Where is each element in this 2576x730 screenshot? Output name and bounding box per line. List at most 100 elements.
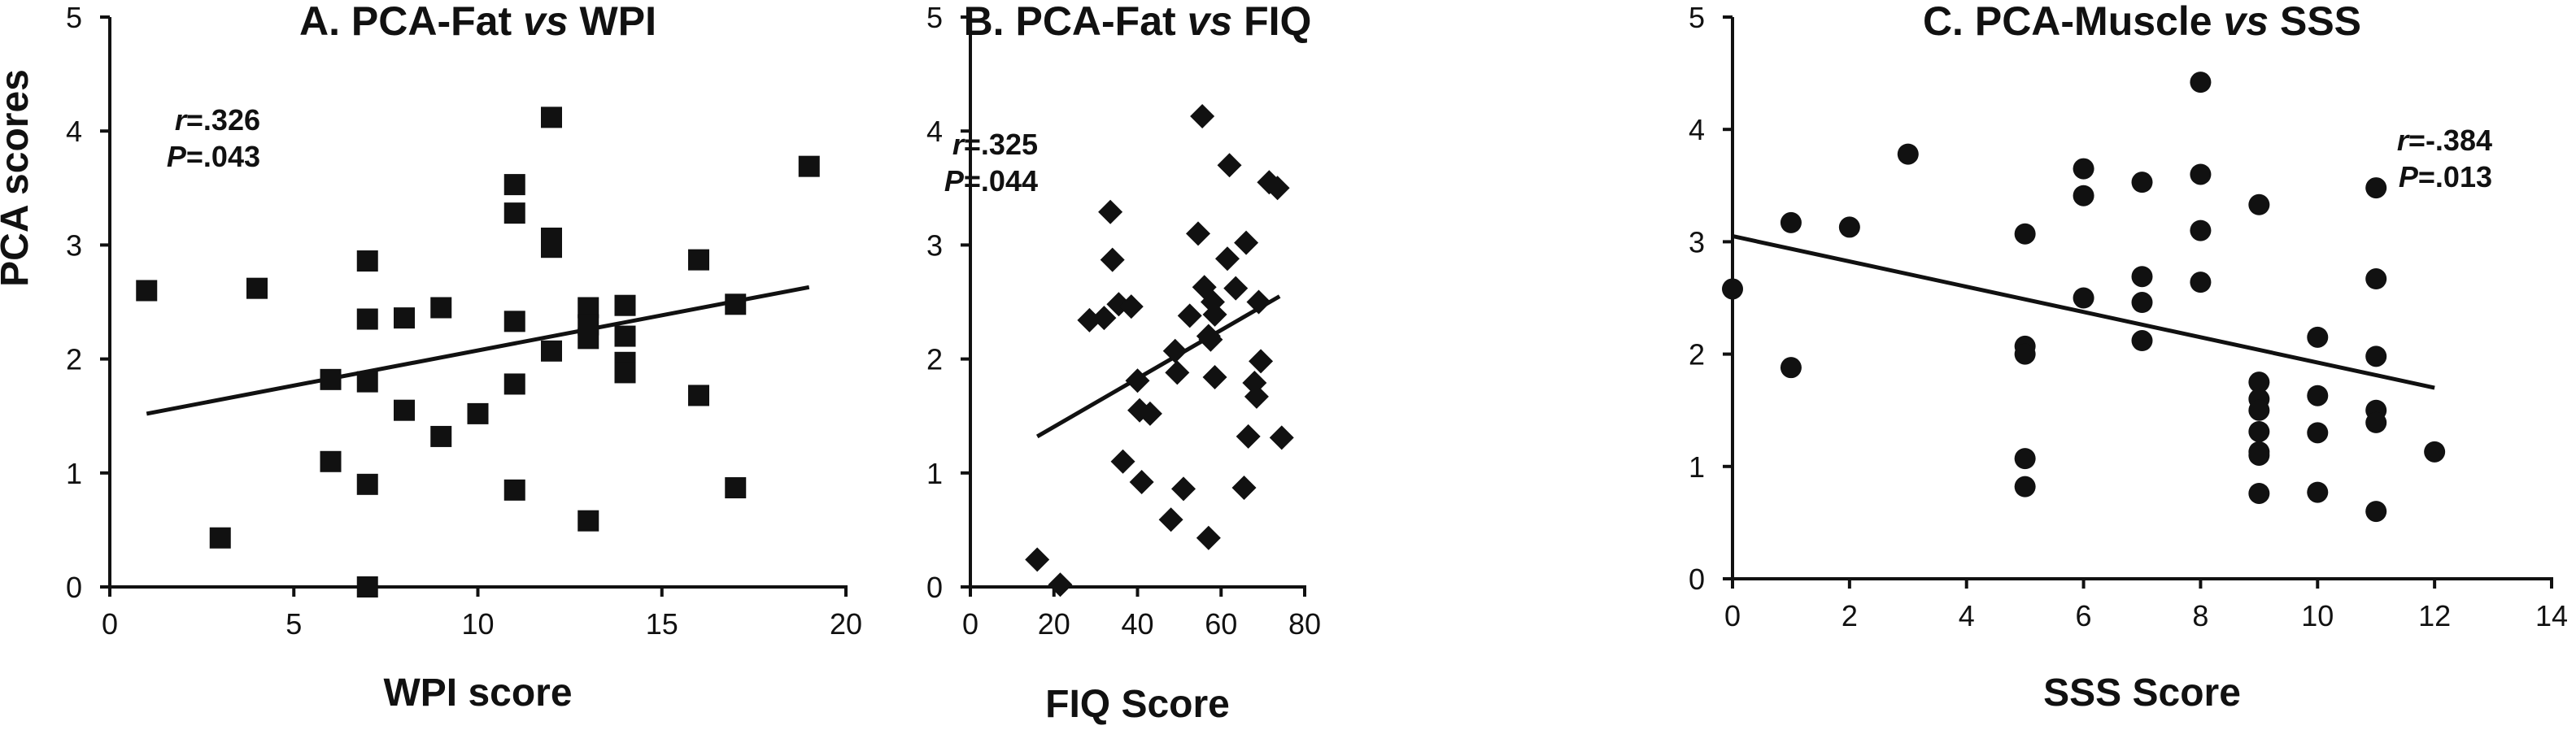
data-point [614,362,636,384]
data-point [1171,476,1196,502]
data-point [1202,302,1227,327]
data-point [2307,326,2329,348]
data-point [209,527,231,549]
p-label: P [2399,160,2419,193]
data-point [1246,289,1271,315]
data-point [1780,211,1802,233]
data-point [1217,153,1242,178]
chart-title-part: vs [523,0,569,44]
data-point [1110,449,1135,474]
data-point [798,155,820,177]
data-point [1162,338,1188,363]
data-point [1214,246,1240,272]
data-point [246,277,268,299]
data-point [356,473,378,495]
r-value: =.325 [964,128,1038,161]
data-point [2365,268,2387,290]
chart-title-part: WPI [569,0,656,44]
x-tick-label: 20 [1038,607,1070,641]
x-tick-label: 4 [1959,599,1975,632]
data-point [356,576,378,597]
chart-panel-b: 0 1 2 3 4 5 0 20 40 60 80 B. PCA-Fat vs FIQ FIQ Scor… [926,0,1321,726]
y-tick-label: 5 [926,1,943,34]
data-point [2014,448,2036,470]
r-value: =.326 [186,103,260,137]
x-tick-label: 5 [285,607,302,641]
data-point [1897,143,1919,165]
data-point [430,297,452,319]
data-point [2248,444,2270,466]
p-value: =.013 [2418,160,2492,193]
regression-line [1732,234,2435,390]
chart-title: B. PCA-Fat vs FIQ [964,0,1312,44]
data-point [1223,276,1249,301]
regression-line [146,285,810,416]
data-point [2365,345,2387,367]
data-point [320,450,342,472]
data-point [503,202,525,224]
y-tick-label: 5 [1689,1,1705,34]
data-point [2248,193,2270,215]
x-tick-label: 80 [1288,607,1321,641]
x-tick-label: 60 [1205,607,1237,641]
y-tick-label: 4 [926,115,943,148]
data-point [2014,476,2036,498]
data-point [578,510,599,532]
p-label: P [167,140,187,173]
data-point [320,368,342,390]
y-tick-label: 4 [66,115,82,148]
y-tick-label: 4 [1689,113,1705,146]
y-tick-label: 5 [66,1,82,34]
x-tick-label: 2 [1842,599,1858,632]
data-point [614,294,636,316]
y-tick-label: 3 [926,228,943,262]
data-point [503,311,525,332]
x-tick-label: 6 [2076,599,2092,632]
r-value: =-.384 [2408,124,2492,157]
data-point [1118,294,1144,319]
data-point [1838,216,1860,238]
y-tick-label: 3 [66,228,82,262]
y-tick-label: 3 [1689,225,1705,259]
x-tick-label: 14 [2535,599,2568,632]
data-point [725,477,747,499]
data-point [2424,441,2446,463]
chart-panel-a: 0 1 2 3 4 5 0 5 10 15 20 A. PCA-Fat vs WPI WPI score… [66,0,862,715]
data-point [1100,247,1125,272]
x-axis-label: WPI score [383,671,572,715]
x-tick-label: 40 [1121,607,1153,641]
data-point [1269,425,1294,450]
data-point [2190,219,2212,241]
chart-title: A. PCA-Fat vs WPI [299,0,656,44]
data-point [1196,525,1221,550]
chart-title-part: C. PCA-Muscle [1923,0,2224,44]
data-point [2131,330,2153,352]
p-statistic: P=.013 [2399,160,2492,193]
regression-line [1035,294,1281,439]
data-point [1048,572,1073,597]
chart-title-part: vs [1188,0,1233,44]
p-label: P [944,164,965,198]
data-point [1077,307,1102,332]
data-point [1202,365,1227,390]
data-point [2307,385,2329,406]
data-point [2190,72,2212,93]
data-point [503,479,525,501]
data-point [503,174,525,196]
chart-title-part: A. PCA-Fat [299,0,523,44]
y-tick-label: 2 [1689,338,1705,372]
data-point [2248,420,2270,442]
chart-title-part: B. PCA-Fat [964,0,1188,44]
y-tick-label: 2 [66,343,82,376]
r-label: r [2397,124,2410,157]
x-tick-label: 12 [2418,599,2451,632]
data-point [1231,476,1257,501]
data-point [2248,372,2270,393]
data-point [1125,368,1150,393]
data-point [688,385,709,406]
data-point [541,106,562,128]
data-point [1190,103,1215,128]
data-point [541,340,562,362]
data-point [1158,507,1183,532]
y-tick-label: 0 [66,571,82,604]
